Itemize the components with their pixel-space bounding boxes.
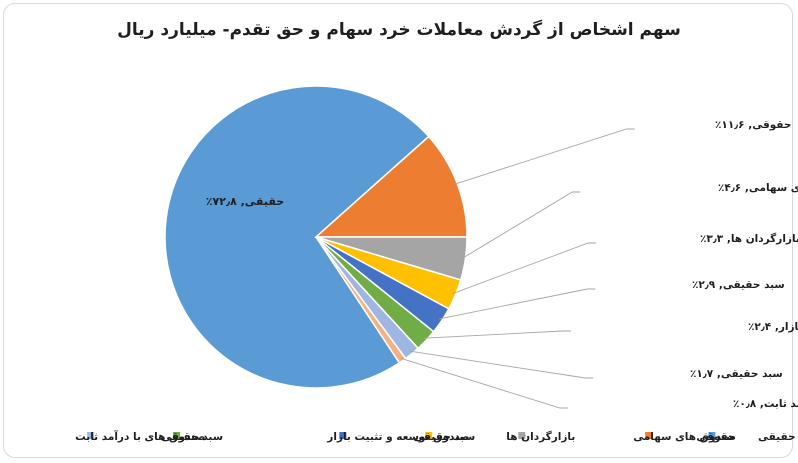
data-label-0: حقیقی, ۷۲٫۸٪	[206, 195, 284, 208]
legend-swatch-6	[87, 432, 95, 439]
data-label-7: صندوق های با درآمد ثابت, ۰٫۸٪	[733, 397, 798, 410]
data-label-3: بازارگردان ها, ۳٫۳٪	[700, 232, 798, 245]
legend-label-2: صندوق های سهامی	[633, 431, 736, 443]
data-labels: حقیقی, ۷۲٫۸٪ حقوقی, ۱۱٫۶٪ صندوق های سهامی,…	[206, 119, 798, 410]
leader-line-6	[410, 350, 594, 379]
leader-line-2	[462, 191, 581, 259]
legend-swatch-4	[339, 432, 347, 439]
legend-label-4: سبد حقیقی	[413, 431, 475, 443]
leader-line-7	[400, 357, 568, 409]
leader-line-1	[454, 128, 635, 185]
data-label-6: سبد حقیقی, ۱٫۷٪	[690, 368, 783, 380]
pie-slice-0	[164, 85, 430, 389]
legend-label-7: صندوق های با درآمد ثابت	[75, 430, 205, 443]
legend-swatch-0	[708, 432, 716, 439]
legend-label-1: حقوقی	[696, 431, 735, 443]
pie-slices	[164, 85, 468, 389]
data-label-5: صندوق توسعه و تثبیت بازار, ۲٫۴٪	[748, 321, 798, 333]
legend-label-6: سبد حقیقی	[161, 431, 223, 443]
leader-line-4	[439, 288, 596, 320]
leader-line-3	[452, 242, 597, 295]
legend-swatch-3	[425, 432, 433, 439]
legend-label-0: حقیقی	[758, 431, 796, 443]
pie-slice-7	[315, 236, 407, 364]
legend-swatch-2	[518, 432, 526, 439]
legend-label-3: بازارگردان ها	[506, 430, 575, 443]
legend-swatch-5	[173, 432, 181, 439]
chart-title: سهم اشخاص از گردش معاملات خرد سهام و حق …	[117, 20, 681, 40]
leader-line-5	[423, 330, 571, 339]
data-label-1: حقوقی, ۱۱٫۶٪	[715, 119, 791, 131]
legend-label-5: صندوق توسعه و تثبیت بازار	[326, 431, 469, 443]
legend-swatch-1	[645, 432, 653, 439]
leader-lines	[400, 128, 635, 409]
data-label-2: صندوق های سهامی, ۴٫۶٪	[718, 182, 798, 194]
data-label-4: سبد حقیقی, ۲٫۹٪	[692, 279, 785, 291]
